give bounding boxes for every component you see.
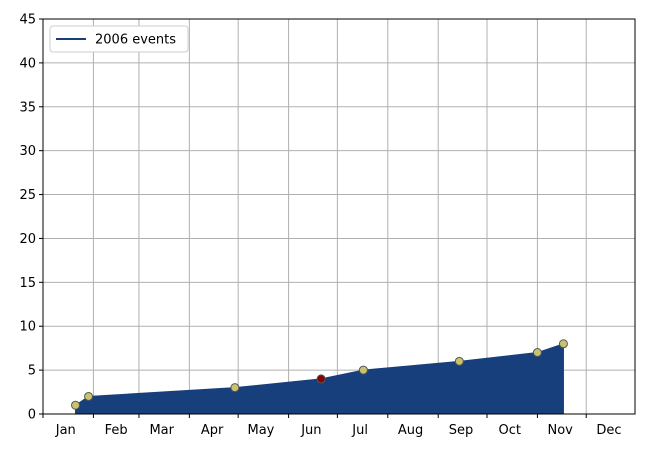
x-tick-label: Aug: [398, 423, 423, 438]
y-tick-label: 15: [19, 276, 36, 291]
plot-frame: [42, 18, 636, 415]
x-tick-label: Apr: [201, 423, 224, 438]
legend-label: 2006 events: [95, 33, 176, 48]
y-tick-label: 0: [28, 408, 36, 423]
data-point: [454, 356, 464, 366]
x-tick-label: Mar: [149, 423, 174, 438]
y-axis: 0 5 10 15 20 25 30 35 40 45: [19, 13, 43, 423]
data-point: [84, 391, 94, 401]
x-tick-label: Jun: [300, 423, 321, 438]
y-tick-label: 25: [19, 188, 36, 203]
x-tick-label: Feb: [105, 423, 128, 438]
y-tick-label: 20: [19, 232, 36, 247]
y-tick-label: 10: [19, 320, 36, 335]
y-tick-label: 40: [19, 56, 36, 71]
plot-background: [43, 19, 635, 414]
y-tick-label: 45: [19, 13, 36, 28]
legend: 2006 events: [49, 25, 189, 53]
legend-box: [49, 25, 189, 53]
data-point: [71, 400, 81, 410]
x-tick-label: Jul: [351, 423, 368, 438]
x-tick-label: Jan: [55, 423, 76, 438]
data-point: [358, 365, 368, 375]
x-axis: Jan Feb Mar Apr May Jun Jul Aug Sep Oct Nov Dec: [42, 414, 622, 438]
x-tick-label: Nov: [547, 423, 573, 438]
x-tick-label: Oct: [499, 423, 521, 438]
y-tick-label: 5: [28, 364, 36, 379]
data-point: [230, 383, 240, 393]
data-point: [316, 374, 326, 384]
y-tick-label: 35: [19, 100, 36, 115]
data-point: [558, 339, 568, 349]
y-tick-label: 30: [19, 144, 36, 159]
data-point: [532, 348, 542, 358]
markers-layer: [71, 339, 568, 410]
x-tick-label: May: [247, 423, 274, 438]
x-tick-label: Sep: [449, 423, 474, 438]
x-tick-label: Dec: [596, 423, 621, 438]
